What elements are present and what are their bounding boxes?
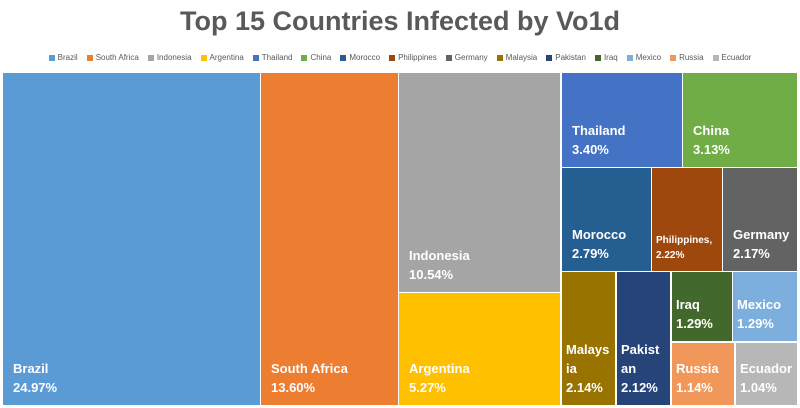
treemap-cell-ecuador: Ecuador 1.04% <box>736 343 797 405</box>
legend-item: Argentina <box>200 53 244 62</box>
cell-value-label: 3.13% <box>693 142 730 157</box>
legend-swatch <box>496 54 503 61</box>
cell-value-label: 1.29% <box>737 316 774 331</box>
legend-item: Indonesia <box>147 53 192 62</box>
cell-value-label: 3.40% <box>572 142 609 157</box>
treemap-cell-malaysia: Malaysia 2.14% <box>562 272 615 405</box>
legend-item: Pakistan <box>546 53 586 62</box>
legend-swatch <box>340 54 347 61</box>
cell-value-label: 1.29% <box>676 316 713 331</box>
legend-item: Morocco <box>340 53 380 62</box>
treemap-cell-pakistan: Pakistan 2.12% <box>617 272 670 405</box>
legend-swatch <box>594 54 601 61</box>
cell-label: Brazil <box>13 361 49 376</box>
treemap-cell-china: China 3.13% <box>683 73 797 167</box>
legend-label: Mexico <box>635 53 662 62</box>
legend-item: Germany <box>445 53 488 62</box>
legend-label: Argentina <box>209 53 244 62</box>
legend-swatch <box>389 54 396 61</box>
cell-label: Philippines, <box>656 235 713 246</box>
legend-label: Indonesia <box>156 53 192 62</box>
treemap-cell-philippines: Philippines, 2.22% <box>652 168 722 271</box>
cell-value-label: 10.54% <box>409 267 454 282</box>
legend-swatch <box>147 54 154 61</box>
treemap-cell-russia: Russia 1.14% <box>672 343 734 405</box>
legend-item: Thailand <box>252 53 293 62</box>
cell-value-label: 1.04% <box>740 380 777 395</box>
treemap-cell-mexico: Mexico 1.29% <box>733 272 797 341</box>
legend-item: Mexico <box>626 53 662 62</box>
legend-swatch <box>712 54 719 61</box>
cell-value-label: 2.17% <box>733 246 770 261</box>
cell-value-label: 1.14% <box>676 380 713 395</box>
treemap-cell-indonesia: Indonesia 10.54% <box>399 73 560 292</box>
cell-value-label: 2.22% <box>656 250 685 261</box>
legend-swatch <box>200 54 207 61</box>
cell-label: Thailand <box>572 123 626 138</box>
legend-item: Ecuador <box>712 53 752 62</box>
treemap-cell-argentina: Argentina 5.27% <box>399 293 560 405</box>
legend-label: South Africa <box>95 53 139 62</box>
legend-swatch <box>252 54 259 61</box>
treemap-cell-thailand: Thailand 3.40% <box>562 73 682 167</box>
cell-label: China <box>693 123 730 138</box>
legend: Brazil South Africa Indonesia Argentina Thai… <box>0 53 800 62</box>
legend-label: Brazil <box>57 53 78 62</box>
legend-swatch <box>48 54 55 61</box>
cell-label: Malaysia <box>566 342 610 376</box>
legend-label: Philippines <box>398 53 437 62</box>
legend-item: Malaysia <box>496 53 538 62</box>
legend-label: Malaysia <box>505 53 538 62</box>
legend-item: Brazil <box>48 53 78 62</box>
legend-item: Philippines <box>389 53 437 62</box>
cell-value-label: 2.14% <box>566 380 603 395</box>
cell-label: South Africa <box>271 361 348 376</box>
cell-value-label: 24.97% <box>13 380 58 395</box>
cell-value-label: 5.27% <box>409 380 446 395</box>
legend-swatch <box>546 54 553 61</box>
cell-label: Indonesia <box>409 248 470 263</box>
cell-label: Germany <box>733 227 790 242</box>
treemap-cell-south-africa: South Africa 13.60% <box>261 73 398 405</box>
treemap-cell-morocco: Morocco 2.79% <box>562 168 651 271</box>
treemap-cell-germany: Germany 2.17% <box>723 168 797 271</box>
cell-label: Mexico <box>737 297 782 312</box>
cell-value-label: 13.60% <box>271 380 316 395</box>
legend-swatch <box>626 54 633 61</box>
legend-label: Morocco <box>349 53 381 62</box>
legend-item: China <box>301 53 331 62</box>
legend-label: Iraq <box>603 53 618 62</box>
legend-label: Ecuador <box>721 53 752 62</box>
legend-label: Russia <box>679 53 704 62</box>
cell-value-label: 2.79% <box>572 246 609 261</box>
legend-swatch <box>301 54 308 61</box>
cell-label: Argentina <box>409 361 470 376</box>
chart-title: Top 15 Countries Infected by Vo1d <box>179 6 621 36</box>
legend-swatch <box>445 54 452 61</box>
cell-label: Ecuador <box>740 361 793 376</box>
cell-label: Pakistan <box>621 342 660 376</box>
legend-item: Iraq <box>594 53 618 62</box>
legend-label: Germany <box>454 53 488 62</box>
cell-label: Morocco <box>572 227 627 242</box>
treemap-cell-brazil: Brazil 24.97% <box>3 73 260 405</box>
legend-label: China <box>310 53 332 62</box>
cell-label: Iraq <box>676 297 700 312</box>
cell-value-label: 2.12% <box>621 380 658 395</box>
legend-item: South Africa <box>86 53 139 62</box>
legend-item: Russia <box>670 53 704 62</box>
legend-label: Thailand <box>261 53 293 62</box>
legend-swatch <box>670 54 677 61</box>
cell-label: Russia <box>676 361 719 376</box>
legend-label: Pakistan <box>555 53 586 62</box>
legend-swatch <box>86 54 93 61</box>
treemap-cell-iraq: Iraq 1.29% <box>672 272 732 341</box>
